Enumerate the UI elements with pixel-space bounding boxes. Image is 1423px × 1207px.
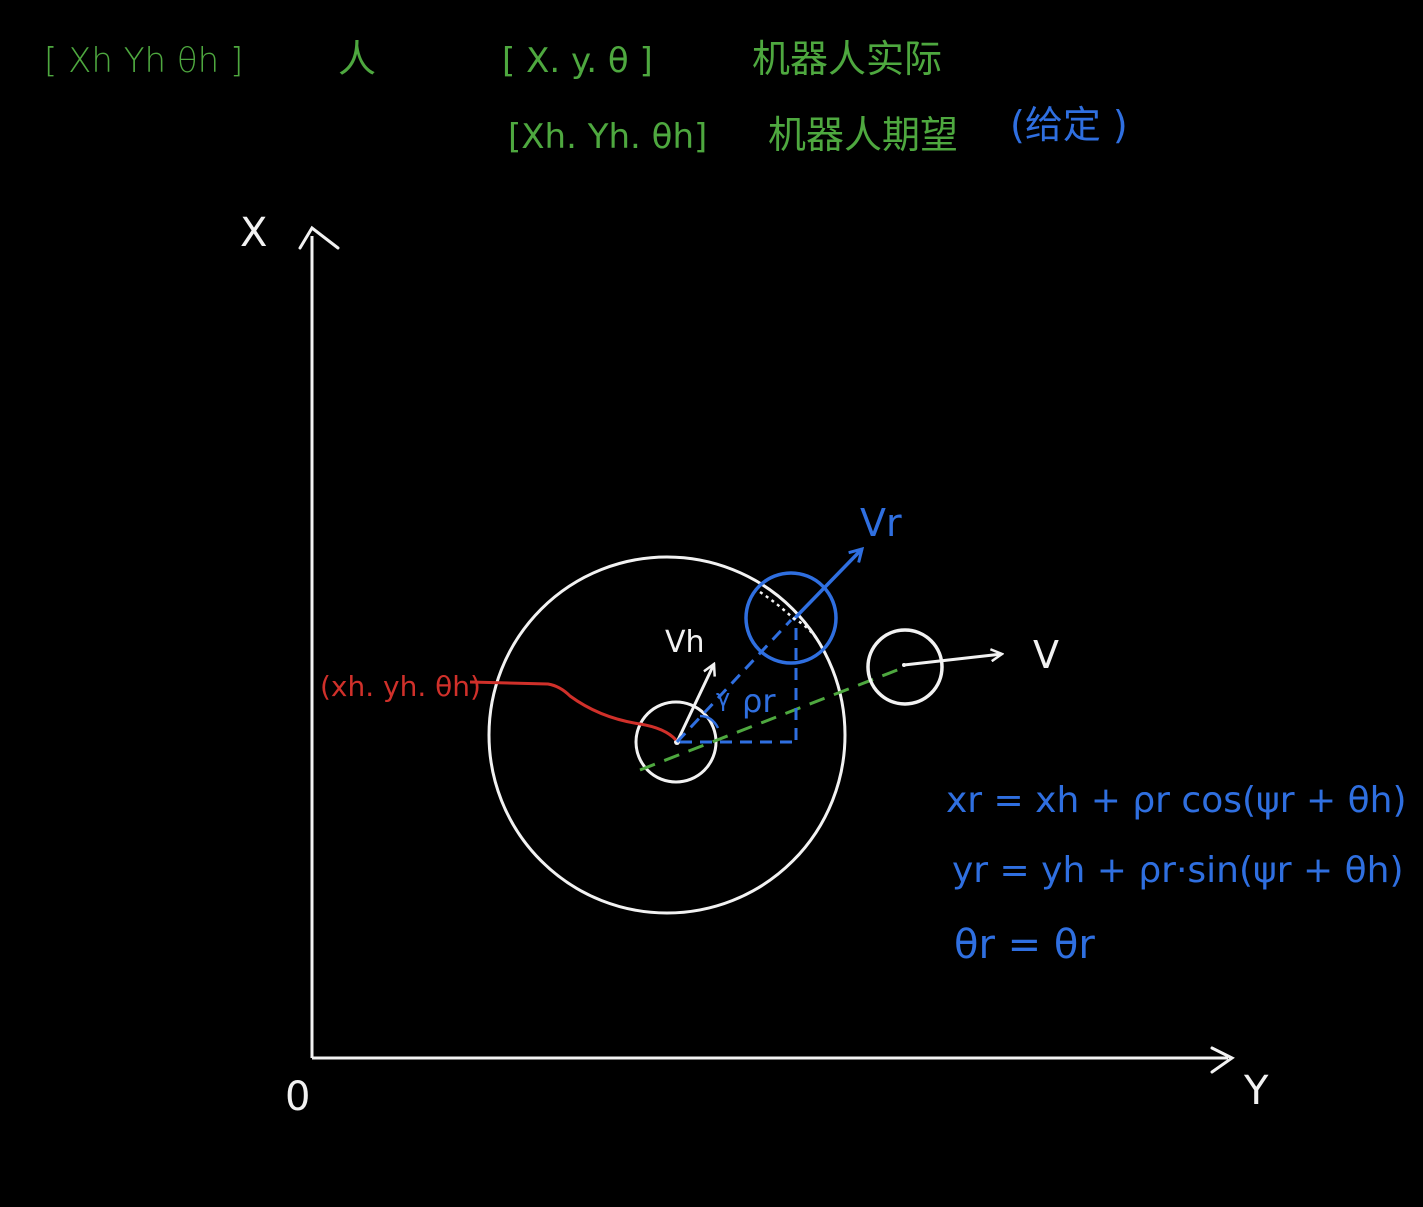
actual-robot-velocity-label: V <box>1033 633 1059 677</box>
desired-robot-circle <box>744 571 838 665</box>
human-to-robot-reference-line <box>639 665 906 772</box>
human-point-label: (xh. yh. θh) <box>320 670 481 703</box>
robot-actual-vector: [ X. y. θ ] <box>502 41 653 81</box>
robot-desired-note: (给定 ) <box>1010 103 1128 147</box>
desired-robot-velocity-arrow <box>791 549 862 622</box>
desired-robot: Vr γ ρr <box>675 501 902 744</box>
equation-xr: xr = xh + ρr cos(ψr + θh) <box>946 780 1407 821</box>
human-region: Vh <box>487 555 847 915</box>
human-state-label: 人 <box>338 37 376 81</box>
x-axis-label: X <box>240 210 267 256</box>
human-velocity-arrow <box>675 664 714 743</box>
equations: xr = xh + ρr cos(ψr + θh) yr = yh + ρr·s… <box>946 780 1407 968</box>
robot-desired-label: 机器人期望 <box>768 113 958 157</box>
actual-robot: V <box>866 628 1059 706</box>
angle-label: γ <box>716 684 730 712</box>
actual-robot-velocity-arrow <box>903 654 1002 667</box>
desired-robot-white-chord <box>759 590 824 649</box>
equation-yr: yr = yh + ρr·sin(ψr + θh) <box>952 850 1404 891</box>
origin-label: 0 <box>285 1074 310 1120</box>
y-axis-label: Y <box>1243 1068 1269 1114</box>
human-point-annotation: (xh. yh. θh) <box>320 670 678 742</box>
distance-vector-dashed <box>675 618 793 744</box>
equation-theta-r: θr = θr <box>954 922 1095 968</box>
robot-desired-vector: [Xh. Yh. θh] <box>508 117 707 157</box>
human-point-leader-line <box>469 680 678 742</box>
robot-actual-label: 机器人实际 <box>752 37 942 81</box>
distance-label: ρr <box>742 682 776 720</box>
actual-robot-circle <box>866 628 944 706</box>
desired-robot-velocity-label: Vr <box>860 501 902 545</box>
header-notes: [ Xh Yh θh ] 人 [ X. y. θ ] 机器人实际 [Xh. Yh… <box>44 37 1128 157</box>
x-axis-arrowhead <box>298 225 340 250</box>
human-outer-circle <box>487 555 847 915</box>
y-axis-arrowhead <box>1210 1046 1235 1074</box>
human-velocity-label: Vh <box>665 625 705 660</box>
coordinate-axes: X Y 0 <box>240 210 1269 1120</box>
angle-arc <box>699 714 720 729</box>
human-state-vector: [ Xh Yh θh ] <box>44 41 243 81</box>
